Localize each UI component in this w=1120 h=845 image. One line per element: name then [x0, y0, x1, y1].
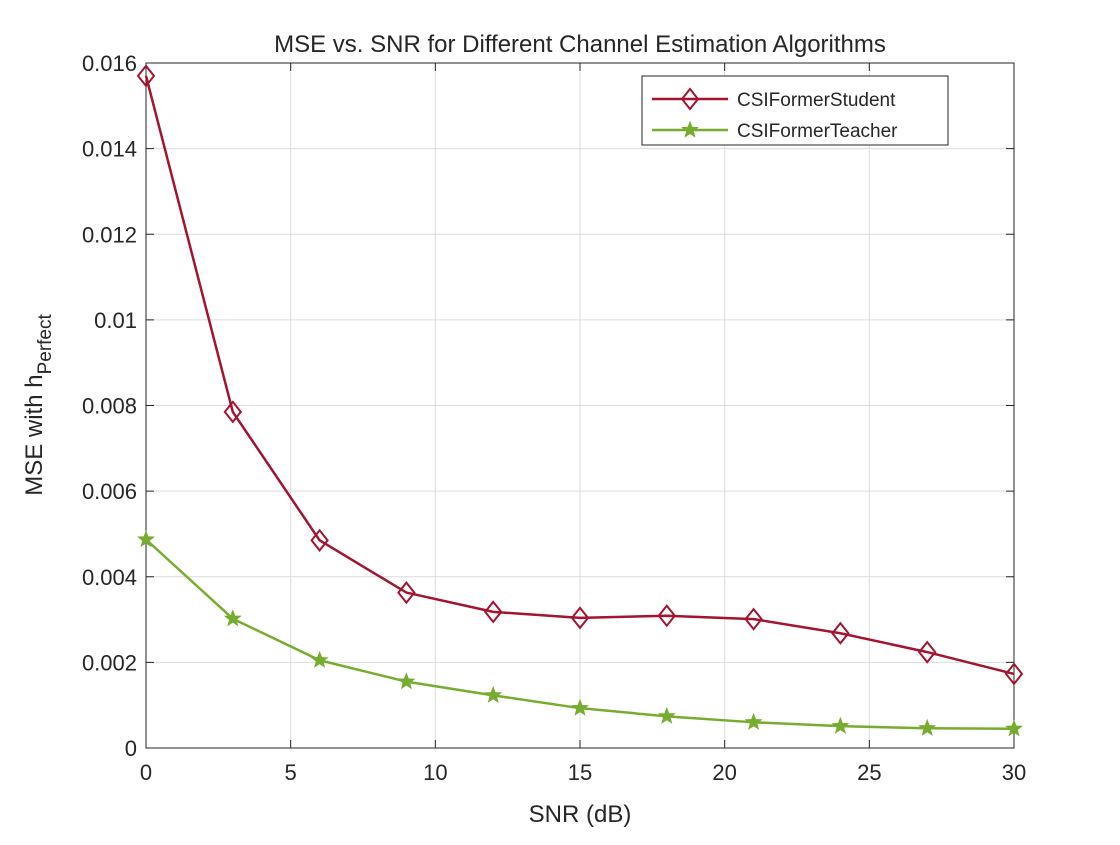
data-point-csiformerstudent — [397, 580, 416, 605]
x-tick-label: 25 — [857, 760, 881, 785]
data-point-csiformerteacher — [397, 672, 416, 690]
x-tick-label: 0 — [140, 760, 152, 785]
chart-title: MSE vs. SNR for Different Channel Estima… — [274, 31, 886, 58]
x-tick-label: 10 — [423, 760, 447, 785]
legend-marker-csiformerteacher — [681, 120, 699, 138]
legend-item-csiformerstudent: CSIFormerStudent — [652, 87, 896, 111]
data-point-csiformerstudent — [483, 600, 503, 624]
y-tick-label: 0.01 — [94, 308, 137, 333]
legend-items: CSIFormerStudent CSIFormerTeacher — [652, 87, 898, 142]
y-tick-label: 0.016 — [82, 51, 137, 76]
y-axis-label-main: MSE with h — [21, 374, 48, 495]
y-tick-label: 0.006 — [82, 479, 137, 504]
data-point-csiformerstudent — [917, 640, 937, 664]
data-point-csiformerteacher — [744, 712, 763, 730]
grid — [146, 63, 1014, 748]
series-group — [136, 64, 1024, 737]
y-tick-label: 0.008 — [82, 394, 137, 419]
data-point-csiformerstudent — [1004, 662, 1024, 686]
data-point-csiformerteacher — [1005, 719, 1023, 737]
data-point-csiformerstudent — [223, 400, 243, 424]
data-point-csiformerteacher — [657, 706, 676, 724]
data-point-csiformerteacher — [571, 698, 589, 716]
data-point-csiformerteacher — [137, 530, 155, 548]
x-tick-label: 30 — [1002, 760, 1026, 785]
y-axis-label: MSE with hPerfect — [21, 314, 56, 496]
x-tick-label: 5 — [285, 760, 297, 785]
data-point-csiformerstudent — [657, 604, 677, 628]
legend-label-csiformerstudent: CSIFormerStudent — [737, 90, 896, 111]
y-axis-label-subscript: Perfect — [35, 314, 56, 375]
x-axis-label: SNR (dB) — [529, 801, 632, 828]
data-point-csiformerstudent — [570, 606, 590, 630]
legend-label-csiformerteacher: CSIFormerTeacher — [737, 121, 898, 142]
series-line-csiformerstudent — [144, 75, 1015, 676]
y-tick-label: 0.014 — [82, 137, 137, 162]
series-csiformerstudent — [136, 64, 1024, 686]
y-tick-label: 0.002 — [82, 650, 137, 675]
x-tick-label: 15 — [568, 760, 592, 785]
data-point-csiformerteacher — [918, 718, 937, 736]
data-point-csiformerteacher — [831, 716, 850, 734]
legend: CSIFormerStudent CSIFormerTeacher — [641, 75, 949, 146]
data-point-csiformerteacher — [484, 685, 503, 703]
y-tick-label: 0 — [125, 736, 137, 761]
data-point-csiformerstudent — [744, 607, 763, 631]
series-csiformerteacher — [137, 530, 1023, 737]
data-point-csiformerstudent — [831, 621, 850, 645]
axis-ticks: 0 5 10 15 20 25 30 0 0.002 0.004 0.006 0.008 0.01 0.0… — [82, 51, 1026, 785]
x-tick-label: 20 — [712, 760, 736, 785]
data-point-csiformerteacher — [223, 609, 242, 627]
data-point-csiformerstudent — [310, 528, 329, 552]
data-point-csiformerteacher — [310, 650, 329, 668]
y-tick-label: 0.004 — [82, 565, 137, 590]
legend-item-csiformerteacher: CSIFormerTeacher — [652, 120, 898, 142]
legend-marker-csiformerstudent — [680, 87, 700, 111]
y-tick-label: 0.012 — [82, 222, 137, 247]
data-point-csiformerstudent — [136, 64, 156, 88]
